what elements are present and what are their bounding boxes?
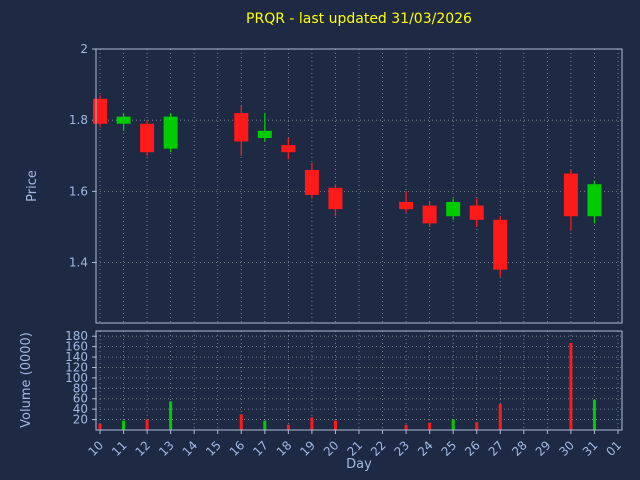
volume-tick-label: 40 <box>73 402 88 416</box>
candle-body <box>328 187 343 210</box>
x-tick-label: 19 <box>297 438 318 459</box>
chart-plot-area: 10 11 12 13 14 15 16 17 18 19 20 21 22 23 24 25 26 27 28 29… <box>65 42 624 459</box>
x-tick-label: 18 <box>274 438 295 459</box>
volume-tick-label: 100 <box>65 371 88 385</box>
candle-body <box>587 184 602 217</box>
volume-bar <box>98 423 102 430</box>
volume-tick-label: 20 <box>73 413 88 427</box>
x-tick-label: 23 <box>392 438 413 459</box>
candle-body <box>304 169 319 195</box>
candle-body <box>116 116 131 124</box>
chart-title: PRQR - last updated 31/03/2026 <box>246 11 472 27</box>
price-tick-label: 1.8 <box>69 113 88 127</box>
price-axis-label: Price <box>25 170 40 202</box>
candle-body <box>493 219 508 270</box>
volume-panel-border <box>95 330 623 431</box>
price-panel-border <box>95 48 623 324</box>
volume-bar <box>592 399 596 430</box>
x-tick-label: 27 <box>486 438 507 459</box>
x-tick-label: 24 <box>415 438 436 459</box>
volume-tick-label: 120 <box>65 360 88 374</box>
candle-body <box>399 202 414 210</box>
volume-axis-label: Volume (0000) <box>19 332 34 428</box>
x-tick-label: 22 <box>368 438 389 459</box>
volume-bar <box>451 419 455 430</box>
candle-body <box>422 205 437 224</box>
volume-bar <box>569 342 573 430</box>
volume-bar <box>475 422 479 430</box>
volume-bar <box>263 420 267 430</box>
price-tick-label: 1.4 <box>69 256 88 270</box>
volume-tick-label: 140 <box>65 350 88 364</box>
volume-bar <box>498 403 502 430</box>
volume-bar <box>404 424 408 430</box>
x-tick-label: 17 <box>250 438 271 459</box>
candle-body <box>163 116 178 149</box>
x-axis-label: Day <box>346 457 372 472</box>
x-tick-label: 30 <box>556 438 577 459</box>
x-tick-label: 25 <box>439 438 460 459</box>
candle-body <box>563 173 578 217</box>
x-tick-label: 31 <box>580 438 601 459</box>
volume-bar <box>169 401 173 430</box>
x-tick-label: 29 <box>533 438 554 459</box>
candle-body <box>257 130 272 138</box>
x-tick-label: 28 <box>509 438 530 459</box>
x-tick-label: 01 <box>603 438 624 459</box>
x-tick-label: 12 <box>133 438 154 459</box>
price-tick-label: 2 <box>80 42 88 56</box>
x-tick-label: 20 <box>321 438 342 459</box>
price-tick-label: 1.6 <box>69 184 88 198</box>
x-tick-label: 14 <box>180 438 201 459</box>
volume-tick-label: 160 <box>65 340 88 354</box>
volume-tick-label: 80 <box>73 381 88 395</box>
volume-bar <box>286 424 290 430</box>
volume-bar <box>428 422 432 430</box>
volume-bar <box>333 420 337 430</box>
candle-body <box>469 205 484 220</box>
x-tick-label: 15 <box>203 438 224 459</box>
volume-bar <box>122 420 126 430</box>
volume-bar <box>310 417 314 430</box>
x-tick-label: 13 <box>156 438 177 459</box>
volume-bar <box>239 414 243 430</box>
candle-body <box>234 113 249 142</box>
candle-body <box>446 202 461 217</box>
candle-body <box>140 123 155 153</box>
volume-bar <box>145 419 149 430</box>
x-tick-label: 11 <box>109 438 130 459</box>
volume-tick-label: 60 <box>73 392 88 406</box>
volume-tick-label: 180 <box>65 329 88 343</box>
x-tick-label: 26 <box>462 438 483 459</box>
x-tick-label: 10 <box>85 438 106 459</box>
candle-body <box>93 98 107 124</box>
candle-body <box>281 145 296 153</box>
x-tick-label: 16 <box>227 438 248 459</box>
x-tick-label: 21 <box>344 438 365 459</box>
